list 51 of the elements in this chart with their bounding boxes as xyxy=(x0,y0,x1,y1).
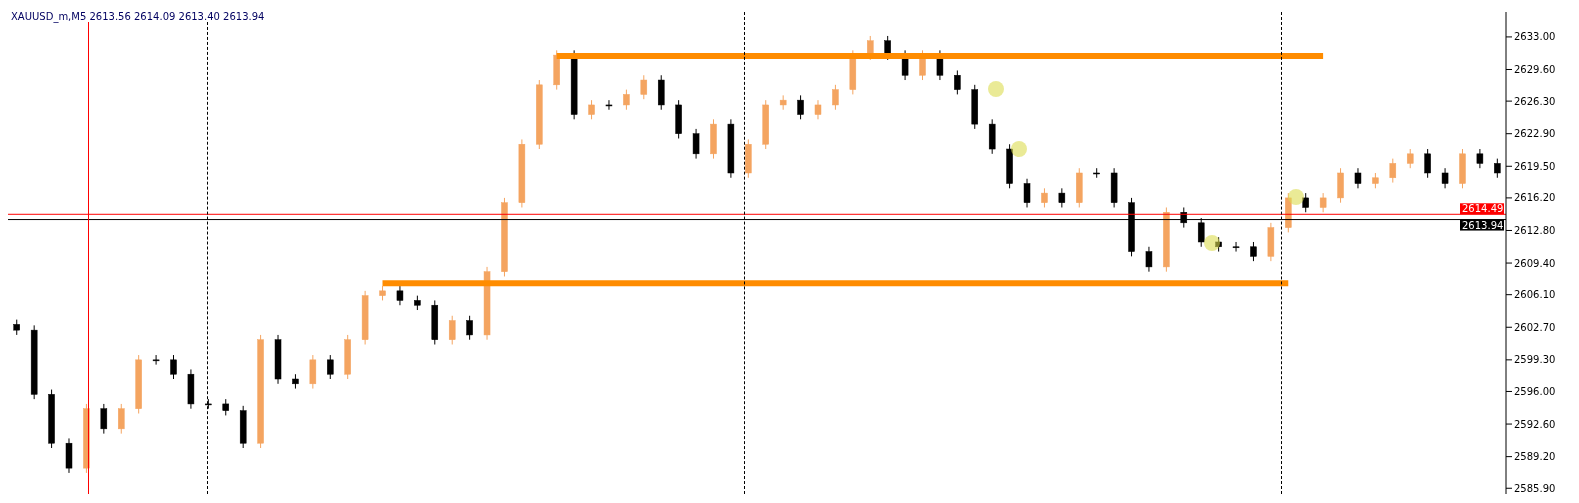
y-tick-label: 2599.30 xyxy=(1514,354,1556,366)
candlestick xyxy=(1406,148,1414,169)
candlestick xyxy=(1476,148,1484,169)
candlestick xyxy=(1389,158,1397,184)
candlestick xyxy=(832,84,839,111)
chart-title: XAUUSD_m,M5 2613.56 2614.09 2613.40 2613.94 xyxy=(11,11,265,22)
ref-line-label: 2613.94 xyxy=(1462,219,1504,231)
candlestick xyxy=(1441,167,1449,189)
y-tick-label: 2585.90 xyxy=(1514,482,1556,494)
candlestick xyxy=(118,403,125,435)
candlestick xyxy=(327,354,334,380)
y-tick-label: 2619.50 xyxy=(1514,160,1556,172)
candlestick xyxy=(1302,192,1309,213)
y-tick-label: 2609.40 xyxy=(1514,257,1556,269)
y-tick-label: 2596.00 xyxy=(1514,386,1556,398)
candlestick xyxy=(692,128,700,160)
y-tick-label: 2612.80 xyxy=(1514,225,1556,237)
y-tick-label: 2589.20 xyxy=(1514,451,1556,463)
candlestick xyxy=(797,94,804,120)
y-tick-label: 2592.60 xyxy=(1514,418,1556,430)
candlestick xyxy=(152,354,160,366)
candlestick xyxy=(1023,178,1031,208)
candlestick xyxy=(448,315,456,346)
y-tick-label: 2633.00 xyxy=(1514,31,1556,43)
candlestick xyxy=(640,74,648,100)
y-tick-label: 2626.30 xyxy=(1514,95,1556,107)
candlestick xyxy=(1354,167,1362,189)
y-tick-label: 2602.70 xyxy=(1514,321,1556,333)
candlestick xyxy=(623,89,630,111)
candlestick xyxy=(1145,246,1153,273)
y-tick-label: 2616.20 xyxy=(1514,192,1556,204)
y-tick-label: 2622.90 xyxy=(1514,128,1556,140)
candlestick xyxy=(309,354,317,390)
candlestick xyxy=(1232,241,1240,253)
ref-line-label: 2614.49 xyxy=(1462,203,1504,215)
y-tick-label: 2629.60 xyxy=(1514,64,1556,76)
candlestick xyxy=(396,285,404,306)
candlestick xyxy=(954,69,961,95)
candlestick xyxy=(588,99,595,120)
candlestick xyxy=(1424,148,1431,179)
candlestick xyxy=(1250,241,1257,262)
candlestick xyxy=(100,403,108,435)
y-tick-label: 2606.10 xyxy=(1514,289,1556,301)
candlestick xyxy=(1058,187,1066,208)
candlestick xyxy=(1041,187,1048,208)
candlestick xyxy=(814,99,822,120)
candlestick xyxy=(1494,158,1501,179)
candlestick xyxy=(466,315,473,341)
candlestick xyxy=(1319,192,1327,213)
candlestick xyxy=(605,99,613,111)
candlestick xyxy=(170,354,177,380)
